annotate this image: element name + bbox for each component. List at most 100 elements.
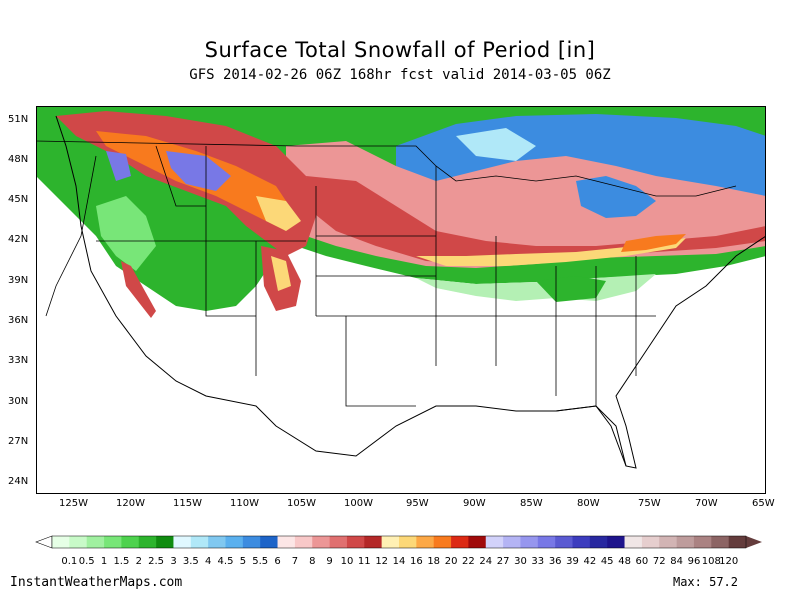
colorbar-swatch bbox=[399, 536, 417, 548]
colorbar-tick-label: 1 bbox=[100, 556, 108, 567]
snow-region-orange-band bbox=[621, 234, 686, 252]
colorbar-swatch bbox=[156, 536, 174, 548]
colorbar-tick-label: 9 bbox=[326, 556, 333, 567]
snow-region-west-fringe bbox=[96, 196, 156, 271]
colorbar-swatch bbox=[242, 536, 261, 548]
colorbar-tick-label: 12 bbox=[375, 556, 389, 567]
lat-label: 48N bbox=[8, 154, 29, 165]
colorbar-tick-label: 5.5 bbox=[252, 556, 269, 567]
colorbar-swatch bbox=[676, 536, 695, 548]
colorbar-swatch bbox=[485, 536, 504, 548]
lon-label: 85W bbox=[520, 498, 543, 509]
coastline bbox=[55, 115, 766, 469]
lat-label: 39N bbox=[8, 275, 29, 286]
colorbar-swatch bbox=[451, 536, 469, 548]
colorbar-swatch bbox=[607, 536, 625, 548]
colorbar-tick-label: 4.5 bbox=[217, 556, 234, 567]
colorbar-outline bbox=[51, 535, 747, 549]
colorbar-arrow-left bbox=[35, 535, 53, 549]
snow-region-rockies-yellow bbox=[256, 196, 301, 231]
colorbar-tick-label: 24 bbox=[479, 556, 493, 567]
lon-label: 90W bbox=[463, 498, 486, 509]
colorbar-swatch bbox=[572, 536, 591, 548]
colorbar-tick-label: 0.5 bbox=[78, 556, 95, 567]
colorbar-tick-label: 33 bbox=[531, 556, 545, 567]
lon-label: 120W bbox=[116, 498, 145, 509]
colorbar-tick-label: 0.1 bbox=[61, 556, 78, 567]
colorbar-tick-label: 84 bbox=[670, 556, 683, 567]
colorbar-swatch bbox=[624, 536, 643, 548]
lon-label: 115W bbox=[173, 498, 202, 509]
colorbar-swatch bbox=[503, 536, 521, 548]
site-credit: InstantWeatherMaps.com bbox=[10, 575, 183, 590]
colorbar-swatch bbox=[416, 536, 434, 548]
colorbar-swatch bbox=[104, 536, 122, 548]
colorbar-tick-label: 10 bbox=[340, 556, 354, 567]
colorbar-swatch bbox=[381, 536, 400, 548]
florida bbox=[555, 405, 627, 467]
colorbar-tick-label: 30 bbox=[514, 556, 527, 567]
lat-label: 33N bbox=[8, 355, 29, 366]
colorbar-swatch bbox=[589, 536, 608, 548]
colorbar-swatch bbox=[138, 536, 157, 548]
lon-label: 100W bbox=[344, 498, 373, 509]
colorbar-swatch bbox=[468, 536, 487, 548]
max-value: Max: 57.2 bbox=[672, 575, 738, 589]
colorbar-swatch bbox=[69, 536, 87, 548]
colorbar-tick-label: 6 bbox=[274, 556, 281, 567]
lat-label: 36N bbox=[8, 315, 29, 326]
colorbar-tick-label: 96 bbox=[687, 556, 701, 567]
colorbar-tick-label: 1.5 bbox=[113, 556, 130, 567]
snow-region-rockies-purple-2 bbox=[106, 151, 131, 181]
colorbar-swatch bbox=[364, 536, 382, 548]
snow-region-colorado-yellow bbox=[271, 256, 291, 291]
colorbar-swatch bbox=[346, 536, 365, 548]
colorbar-tick-label: 18 bbox=[427, 556, 441, 567]
snow-region-canada-light-blue bbox=[456, 128, 536, 161]
lon-label: 70W bbox=[695, 498, 718, 509]
colorbar-swatch bbox=[433, 536, 452, 548]
colorbar-swatch bbox=[537, 536, 556, 548]
lon-label: 110W bbox=[230, 498, 259, 509]
colorbar-swatch bbox=[52, 536, 70, 548]
colorbar-swatch bbox=[312, 536, 330, 548]
colorbar-swatch bbox=[693, 536, 712, 548]
colorbar-tick-label: 14 bbox=[392, 556, 406, 567]
colorbar-tick-label: 22 bbox=[462, 556, 475, 567]
colorbar-swatch bbox=[225, 536, 244, 548]
lon-label: 105W bbox=[287, 498, 316, 509]
colorbar-swatch bbox=[329, 536, 348, 548]
colorbar-tick-label: 11 bbox=[357, 556, 371, 567]
colorbar-tick-label: 42 bbox=[583, 556, 597, 567]
colorbar-swatch bbox=[659, 536, 677, 548]
colorbar-tick-label: 120 bbox=[719, 556, 739, 567]
lat-label: 27N bbox=[8, 436, 29, 447]
colorbar-tick-label: 3.5 bbox=[182, 556, 199, 567]
colorbar-swatch bbox=[520, 536, 539, 548]
colorbar-swatch bbox=[260, 536, 278, 548]
colorbar-tick-label: 2 bbox=[135, 556, 142, 567]
snow-region-yellow-band bbox=[416, 238, 686, 266]
colorbar-tick-label: 60 bbox=[635, 556, 649, 567]
colorbar-swatch bbox=[728, 536, 747, 548]
colorbar-tick-label: 72 bbox=[652, 556, 666, 567]
colorbar-swatch bbox=[294, 536, 313, 548]
lon-label: 65W bbox=[752, 498, 775, 509]
colorbar-tick-label: 4 bbox=[205, 556, 212, 567]
lon-label: 75W bbox=[638, 498, 661, 509]
colorbar-swatch bbox=[711, 536, 729, 548]
colorbar-tick-label: 27 bbox=[496, 556, 510, 567]
colorbar-swatch bbox=[121, 536, 140, 548]
colorbar-tick-label: 36 bbox=[548, 556, 562, 567]
colorbar-tick-label: 45 bbox=[600, 556, 614, 567]
colorbar-tick-label: 2.5 bbox=[148, 556, 165, 567]
lat-label: 51N bbox=[8, 114, 29, 125]
colorbar-swatch bbox=[277, 536, 296, 548]
lon-label: 125W bbox=[59, 498, 88, 509]
colorbar-tick-label: 7 bbox=[291, 556, 299, 567]
colorbar-tick-label: 39 bbox=[566, 556, 579, 567]
snow-region-sierra bbox=[121, 261, 156, 318]
lat-label: 24N bbox=[8, 476, 29, 487]
colorbar-tick-label: 20 bbox=[444, 556, 458, 567]
colorbar-swatch bbox=[555, 536, 573, 548]
